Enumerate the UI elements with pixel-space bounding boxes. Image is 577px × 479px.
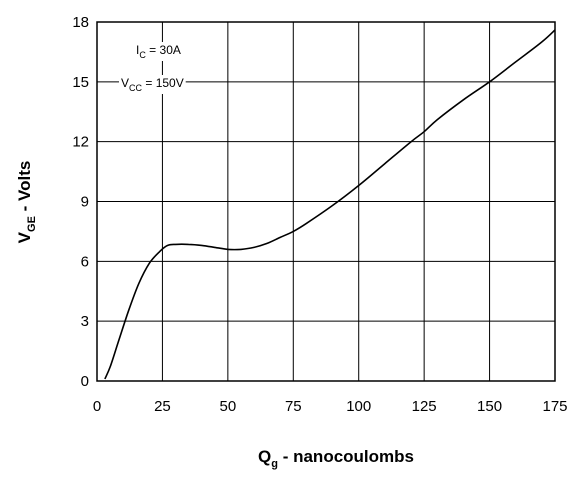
y-tick-label: 9	[81, 194, 89, 211]
x-tick-label: 25	[154, 398, 171, 415]
y-axis-title: VGE - Volts	[15, 161, 38, 244]
tick-labels: 0 25 50 75 100 125 150 175 0 3 6 9 12 15 18	[72, 14, 567, 415]
x-tick-label: 150	[477, 398, 502, 415]
y-tick-label: 0	[81, 373, 89, 390]
x-tick-label: 100	[346, 398, 371, 415]
x-tick-label: 125	[412, 398, 437, 415]
vge-curve	[104, 29, 556, 380]
annotation-background	[119, 75, 186, 94]
y-tick-label: 3	[81, 313, 89, 330]
x-tick-label: 0	[93, 398, 101, 415]
annotation-ic: IC = 30A	[136, 43, 181, 60]
annotation-background	[134, 42, 183, 61]
x-tick-label: 50	[220, 398, 237, 415]
y-tick-label: 18	[72, 14, 89, 31]
plot-frame	[96, 21, 556, 382]
x-axis-title: Qg - nanocoulombs	[258, 447, 414, 470]
y-tick-label: 12	[72, 134, 89, 151]
y-tick-label: 6	[81, 253, 89, 270]
y-tick-label: 15	[72, 74, 89, 91]
x-tick-label: 75	[285, 398, 302, 415]
x-tick-label: 175	[542, 398, 567, 415]
annotation-vcc: VCC = 150V	[121, 76, 184, 93]
